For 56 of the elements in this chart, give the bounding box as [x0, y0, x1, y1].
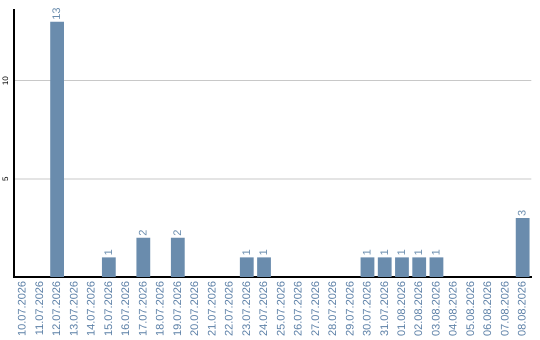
data-label: 1: [378, 249, 391, 256]
bar: [395, 257, 409, 277]
data-label: 1: [102, 249, 115, 256]
y-tick-label: 5: [1, 176, 10, 182]
data-label: 1: [396, 249, 408, 256]
bar: [50, 22, 64, 277]
bar: [240, 257, 254, 277]
bar: [412, 257, 426, 277]
data-label: 2: [172, 230, 184, 236]
x-tick-label: 25.07.2026: [275, 280, 288, 336]
bar: [102, 257, 116, 277]
x-tick-label: 28.07.2026: [327, 280, 340, 336]
x-tick-label: 18.07.2026: [154, 280, 167, 336]
x-tick-label: 29.07.2026: [344, 280, 356, 336]
x-tick-label: 26.07.2026: [292, 280, 305, 336]
x-tick-label: 14.07.2026: [86, 280, 98, 336]
bar: [378, 257, 392, 277]
x-tick-label: 27.07.2026: [310, 280, 322, 336]
x-tick-label: 07.08.2026: [499, 280, 512, 336]
x-tick-label: 01.08.2026: [396, 280, 408, 336]
data-label: 13: [51, 8, 64, 20]
x-tick-label: 12.07.2026: [51, 280, 64, 336]
x-tick-label: 02.08.2026: [413, 280, 426, 336]
bar: [360, 257, 374, 277]
data-label: 1: [240, 249, 253, 256]
x-tick-label: 10.07.2026: [16, 280, 29, 336]
x-tick-label: 03.08.2026: [430, 280, 442, 336]
bar: [516, 218, 530, 277]
x-tick-label: 21.07.2026: [206, 280, 218, 336]
x-tick-label: 24.07.2026: [258, 280, 270, 336]
x-tick-label: 15.07.2026: [102, 280, 115, 336]
bar: [257, 257, 271, 277]
x-tick-label: 06.08.2026: [482, 280, 494, 336]
x-tick-label: 13.07.2026: [68, 280, 80, 336]
data-label: 1: [362, 249, 374, 256]
x-tick-label: 16.07.2026: [120, 280, 132, 336]
data-label: 3: [516, 210, 529, 216]
x-tick-label: 19.07.2026: [172, 280, 184, 336]
bar: [136, 238, 150, 277]
data-label: 2: [137, 230, 150, 236]
x-tick-label: 31.07.2026: [378, 280, 391, 336]
x-tick-label: 17.07.2026: [137, 280, 150, 336]
y-tick-label: 10: [1, 76, 10, 86]
data-label: 1: [430, 249, 442, 256]
x-tick-label: 04.08.2026: [448, 280, 460, 336]
x-tick-label: 11.07.2026: [34, 280, 46, 336]
x-tick-label: 08.08.2026: [516, 280, 529, 336]
bar: [170, 238, 185, 277]
x-tick-label: 23.07.2026: [240, 280, 253, 336]
x-tick-label: 30.07.2026: [362, 280, 374, 336]
data-label: 1: [413, 249, 426, 256]
x-tick-label: 22.07.2026: [224, 280, 236, 336]
x-tick-label: 20.07.2026: [189, 280, 202, 336]
x-tick-label: 05.08.2026: [464, 280, 477, 336]
data-label: 1: [258, 249, 270, 256]
bar: [430, 257, 444, 277]
